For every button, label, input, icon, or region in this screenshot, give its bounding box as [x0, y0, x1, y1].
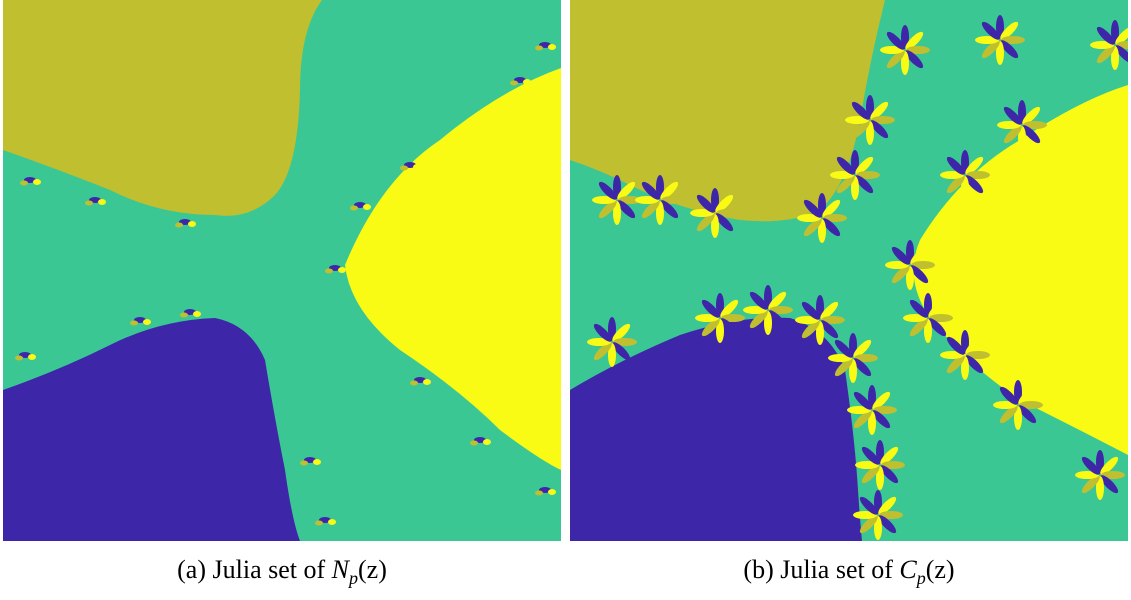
caption-argument: (z)	[926, 555, 955, 584]
caption-subscript: p	[347, 568, 358, 588]
julia-image-b	[570, 0, 1128, 541]
caption-a: (a) Julia set of Np(z)	[177, 555, 387, 588]
caption-argument: (z)	[358, 555, 387, 584]
caption-function: C	[899, 555, 917, 584]
caption-b: (b) Julia set of Cp(z)	[743, 555, 954, 588]
caption-subscript: p	[915, 568, 926, 588]
caption-prefix: (a) Julia set of	[177, 555, 332, 584]
caption-prefix: (b) Julia set of	[743, 555, 899, 584]
julia-image-a	[3, 0, 561, 541]
caption-function: N	[331, 555, 351, 584]
